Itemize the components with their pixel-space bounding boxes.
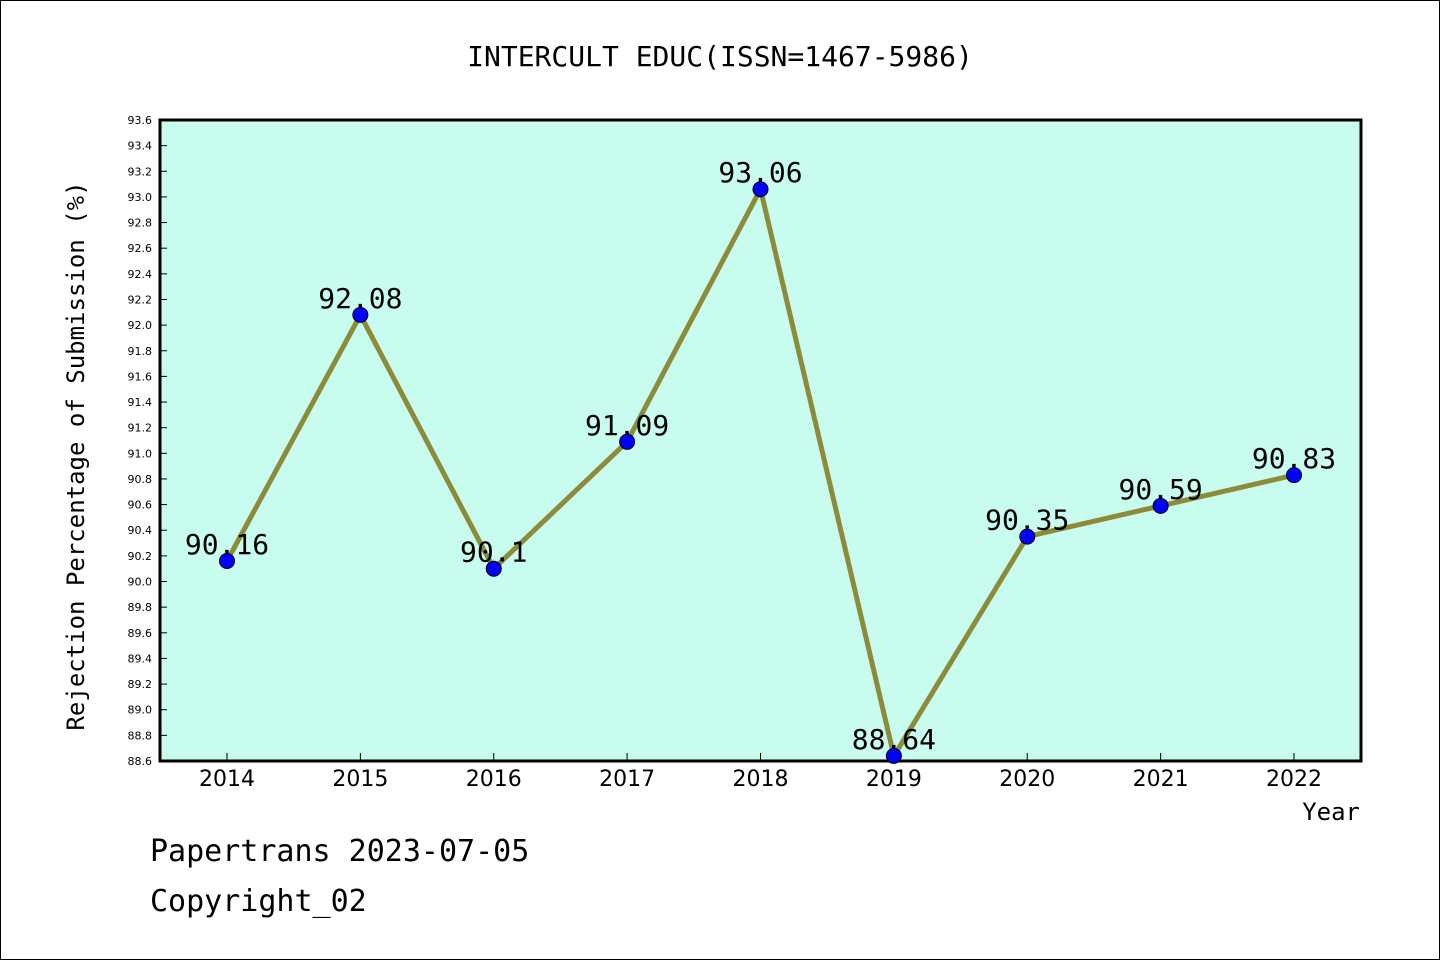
y-axis-label: Rejection Percentage of Submission (%) xyxy=(62,181,90,730)
y-tick-label: 93.4 xyxy=(128,140,153,153)
data-point-marker xyxy=(485,560,502,577)
y-tick-label: 92.4 xyxy=(128,268,153,281)
x-tick-label: 2019 xyxy=(866,767,922,792)
x-tick-label: 2021 xyxy=(1133,767,1189,792)
data-point-marker xyxy=(1019,528,1036,545)
footer-copyright-text: Copyright_02 xyxy=(150,884,367,919)
y-tick-label: 91.6 xyxy=(128,370,153,383)
data-value-label: 92.08 xyxy=(318,282,402,315)
x-tick-label: 2018 xyxy=(733,767,789,792)
y-tick-label: 93.2 xyxy=(128,165,153,178)
data-point-marker xyxy=(1286,467,1302,484)
data-value-label: 90.83 xyxy=(1252,442,1336,475)
y-tick-label: 92.8 xyxy=(128,217,153,230)
x-tick-label: 2014 xyxy=(199,767,255,792)
x-axis-ticks: 2014 2015 2016 2017 2018 2019 2020 2021 2022 xyxy=(199,753,1322,792)
x-tick-label: 2017 xyxy=(599,767,655,792)
y-tick-label: 92.0 xyxy=(128,319,153,332)
y-tick-label: 88.6 xyxy=(128,755,153,768)
data-value-label: 93.06 xyxy=(718,156,802,189)
y-tick-label: 89.2 xyxy=(128,678,153,691)
data-point-marker xyxy=(885,747,902,764)
data-point-marker xyxy=(219,553,235,570)
chart-title: INTERCULT EDUC(ISSN=1467-5986) xyxy=(467,40,973,73)
y-tick-label: 90.4 xyxy=(128,524,153,537)
x-tick-label: 2016 xyxy=(466,767,522,792)
y-tick-label: 89.6 xyxy=(128,627,153,640)
y-tick-label: 92.2 xyxy=(128,293,153,306)
data-value-label: 90.59 xyxy=(1118,473,1202,506)
x-tick-label: 2020 xyxy=(999,767,1055,792)
plot-area xyxy=(158,118,1363,763)
data-point-marker xyxy=(619,433,636,450)
y-tick-label: 90.0 xyxy=(128,576,153,589)
data-value-label: 90.35 xyxy=(985,504,1069,537)
y-tick-label: 91.0 xyxy=(128,447,153,460)
data-labels: 90.16 92.08 90.1 91.09 93.06 88.64 90.35 90.59 9… xyxy=(185,156,1336,756)
data-point-marker xyxy=(352,306,369,323)
y-tick-label: 90.2 xyxy=(128,550,153,563)
y-tick-label: 89.0 xyxy=(128,704,153,717)
data-points xyxy=(219,181,1302,764)
x-tick-label: 2015 xyxy=(332,767,388,792)
y-tick-label: 92.6 xyxy=(128,242,153,255)
y-tick-label: 93.6 xyxy=(128,114,153,127)
data-point-marker xyxy=(752,181,769,198)
y-tick-label: 90.6 xyxy=(128,499,153,512)
x-axis-label: Year xyxy=(1302,798,1360,826)
data-point-marker xyxy=(1152,497,1169,514)
data-value-label: 90.1 xyxy=(460,536,527,569)
data-value-label: 90.16 xyxy=(185,528,269,561)
y-tick-label: 89.8 xyxy=(128,601,153,614)
y-tick-label: 93.0 xyxy=(128,191,153,204)
data-value-label: 91.09 xyxy=(585,409,669,442)
footer-date-text: Papertrans 2023-07-05 xyxy=(150,834,530,869)
x-tick-label: 2022 xyxy=(1266,767,1322,792)
y-tick-label: 89.4 xyxy=(128,652,153,665)
y-tick-label: 88.8 xyxy=(128,729,153,742)
y-tick-label: 90.8 xyxy=(128,473,153,486)
y-tick-label: 91.2 xyxy=(128,422,153,435)
y-axis-ticks: 88.6 88.8 89.0 89.2 89.4 89.6 89.8 90.0 90.2 90.4… xyxy=(128,114,167,768)
y-tick-label: 91.8 xyxy=(128,345,153,358)
y-tick-label: 91.4 xyxy=(128,396,153,409)
data-value-label: 88.64 xyxy=(852,723,936,756)
